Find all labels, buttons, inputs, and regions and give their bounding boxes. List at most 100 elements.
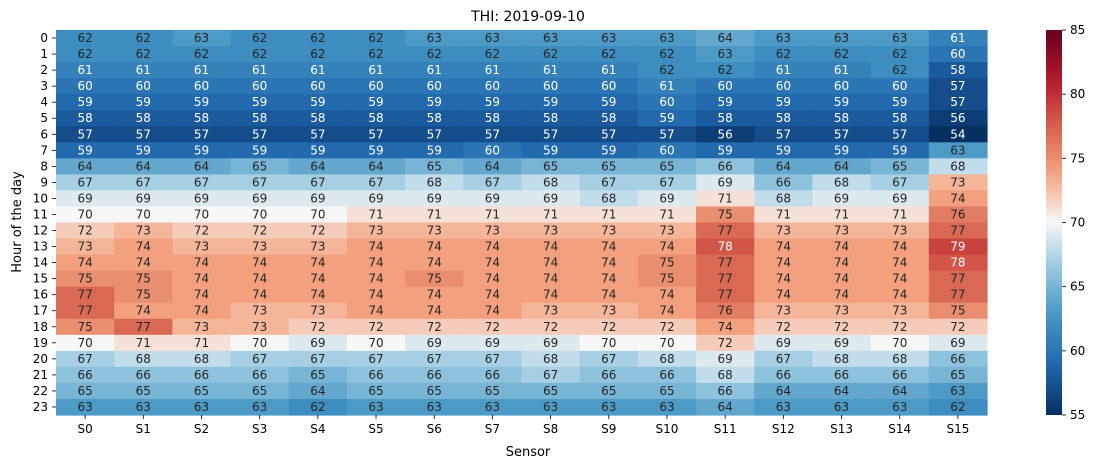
cell-value-label: 74 bbox=[427, 256, 442, 270]
x-tick-label: S15 bbox=[946, 422, 969, 436]
heatmap-cell bbox=[288, 110, 348, 127]
cell-value-label: 76 bbox=[950, 207, 965, 221]
colorbar-tick-label: 60 bbox=[1070, 344, 1085, 358]
heatmap-cell bbox=[114, 78, 173, 95]
heatmap-cell bbox=[230, 30, 290, 47]
heatmap-cell bbox=[405, 318, 464, 336]
heatmap-cell bbox=[56, 206, 115, 224]
cell-value-label: 74 bbox=[485, 240, 500, 254]
heatmap-cell bbox=[696, 238, 755, 256]
heatmap-cell bbox=[288, 398, 348, 416]
cell-value-label: 57 bbox=[136, 127, 151, 141]
cell-value-label: 65 bbox=[136, 384, 151, 398]
cell-value-label: 74 bbox=[776, 272, 791, 286]
heatmap-cell bbox=[114, 254, 173, 272]
heatmap-cell bbox=[521, 206, 581, 224]
cell-value-label: 74 bbox=[310, 288, 325, 302]
heatmap-cell bbox=[405, 286, 464, 304]
cell-value-label: 59 bbox=[368, 95, 383, 109]
cell-value-label: 59 bbox=[718, 95, 733, 109]
heatmap-cell bbox=[870, 270, 930, 288]
heatmap-cell bbox=[463, 350, 523, 368]
heatmap-cell bbox=[754, 158, 814, 175]
heatmap-cell bbox=[870, 238, 930, 256]
heatmap-cell bbox=[812, 158, 872, 175]
cell-value-label: 72 bbox=[310, 224, 325, 238]
cell-value-label: 67 bbox=[427, 352, 442, 366]
heatmap-cell bbox=[637, 174, 697, 192]
cell-value-label: 72 bbox=[252, 224, 267, 238]
heatmap-cell bbox=[463, 318, 523, 336]
cell-value-label: 62 bbox=[659, 63, 674, 77]
cell-value-label: 72 bbox=[77, 224, 92, 238]
heatmap-cell bbox=[870, 398, 930, 416]
cell-value-label: 68 bbox=[659, 352, 674, 366]
cell-value-label: 72 bbox=[718, 336, 733, 350]
heatmap-cell bbox=[812, 398, 872, 416]
cell-value-label: 74 bbox=[368, 304, 383, 318]
cell-value-label: 64 bbox=[718, 31, 733, 45]
cell-value-label: 60 bbox=[252, 79, 267, 93]
heatmap-cell bbox=[346, 158, 406, 175]
cell-value-label: 74 bbox=[776, 256, 791, 270]
cell-value-label: 63 bbox=[543, 400, 558, 414]
y-tick-label: 8 bbox=[40, 159, 48, 173]
x-axis-ticks: S0 S1 S2 S3 S4 S5 S6 S7 S8 S9 S10 S11 S12 S13 S14 S15 bbox=[77, 415, 969, 436]
cell-value-label: 69 bbox=[485, 191, 500, 205]
heatmap-cell bbox=[172, 350, 232, 368]
cell-value-label: 74 bbox=[834, 256, 849, 270]
cell-value-label: 67 bbox=[485, 175, 500, 189]
colorbar-tick-label: 55 bbox=[1070, 408, 1085, 422]
heatmap-cell bbox=[579, 126, 639, 143]
heatmap-cell bbox=[288, 270, 348, 288]
heatmap-cell bbox=[114, 30, 173, 47]
heatmap-cell bbox=[637, 142, 697, 159]
cell-value-label: 57 bbox=[310, 127, 325, 141]
heatmap-cell bbox=[288, 126, 348, 143]
cell-value-label: 59 bbox=[77, 95, 92, 109]
cell-value-label: 59 bbox=[718, 143, 733, 157]
cell-value-label: 71 bbox=[485, 207, 500, 221]
cell-value-label: 64 bbox=[136, 159, 151, 173]
heatmap-cell bbox=[288, 302, 348, 320]
heatmap-cell bbox=[812, 254, 872, 272]
cell-value-label: 73 bbox=[892, 304, 907, 318]
heatmap-cell bbox=[56, 222, 115, 240]
cell-value-label: 71 bbox=[776, 207, 791, 221]
heatmap-cell bbox=[172, 398, 232, 416]
cell-value-label: 60 bbox=[834, 79, 849, 93]
heatmap-cell bbox=[463, 46, 523, 63]
heatmap-cell bbox=[172, 366, 232, 384]
cell-value-label: 67 bbox=[368, 175, 383, 189]
cell-value-label: 63 bbox=[776, 31, 791, 45]
heatmap-cell bbox=[346, 382, 406, 400]
heatmap-cell bbox=[230, 142, 290, 159]
heatmap-cell bbox=[56, 318, 115, 336]
heatmap-cell bbox=[405, 158, 464, 175]
heatmap-cell bbox=[114, 174, 173, 192]
cell-value-label: 64 bbox=[834, 384, 849, 398]
heatmap-cell bbox=[56, 142, 115, 159]
heatmap-cell bbox=[521, 270, 581, 288]
heatmap-cell bbox=[579, 94, 639, 111]
cell-value-label: 58 bbox=[427, 111, 442, 125]
heatmap-cell bbox=[754, 30, 814, 47]
heatmap-cell bbox=[346, 254, 406, 272]
cell-value-label: 62 bbox=[310, 31, 325, 45]
cell-value-label: 59 bbox=[310, 143, 325, 157]
heatmap-cell bbox=[288, 158, 348, 175]
heatmap-cell bbox=[579, 318, 639, 336]
cell-value-label: 54 bbox=[950, 127, 965, 141]
heatmap-cell bbox=[463, 270, 523, 288]
heatmap-cell bbox=[405, 126, 464, 143]
cell-value-label: 59 bbox=[252, 95, 267, 109]
heatmap-cell bbox=[230, 78, 290, 95]
cell-value-label: 61 bbox=[543, 63, 558, 77]
cell-value-label: 64 bbox=[310, 159, 325, 173]
cell-value-label: 73 bbox=[834, 224, 849, 238]
cell-value-label: 76 bbox=[718, 304, 733, 318]
cell-value-label: 63 bbox=[485, 31, 500, 45]
heatmap-cell bbox=[56, 78, 115, 95]
heatmap-cell bbox=[463, 110, 523, 127]
cell-value-label: 60 bbox=[601, 79, 616, 93]
